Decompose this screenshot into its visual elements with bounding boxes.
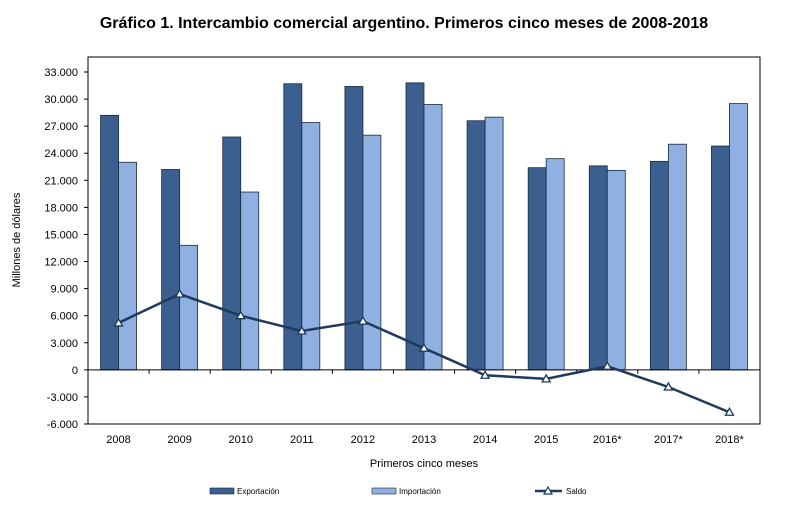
bar-importacion bbox=[179, 244, 199, 371]
saldo-point bbox=[663, 381, 674, 391]
y-tick-label: 12.000 bbox=[44, 257, 78, 269]
legend-item-importacion: Importación bbox=[371, 487, 441, 496]
y-tick-label: 0 bbox=[72, 365, 78, 377]
y-tick-label: 15.000 bbox=[44, 229, 78, 241]
saldo-point bbox=[724, 406, 735, 416]
x-tick-label: 2016* bbox=[593, 434, 622, 446]
y-tick-label: -3.000 bbox=[47, 392, 78, 404]
legend: Exportación Importación Saldo bbox=[209, 485, 587, 496]
x-tick-label: 2009 bbox=[167, 434, 191, 446]
bar-importacion bbox=[606, 169, 626, 371]
chart-title: Gráfico 1. Intercambio comercial argenti… bbox=[100, 15, 708, 32]
bar-importacion bbox=[362, 134, 382, 371]
y-tick-label: 27.000 bbox=[44, 121, 78, 133]
y-axis-label: Millones de dólares bbox=[11, 192, 23, 287]
x-axis-label: Primeros cinco meses bbox=[370, 458, 479, 470]
saldo-point bbox=[235, 310, 246, 320]
bar-exportacion bbox=[344, 86, 364, 371]
saldo-point bbox=[174, 288, 185, 298]
x-tick-label: 2017* bbox=[654, 434, 683, 446]
saldo-point bbox=[479, 369, 491, 379]
bar-exportacion bbox=[222, 136, 242, 371]
legend-item-exportacion: Exportación bbox=[209, 487, 279, 496]
y-tick-label: 21.000 bbox=[44, 175, 78, 187]
y-tick-label: 18.000 bbox=[44, 202, 78, 214]
y-axis: -6.000 -3.000 0 3.000 6.000 9.000 12.000 15.000… bbox=[44, 67, 88, 431]
bar-importacion bbox=[240, 191, 260, 371]
zero-line bbox=[88, 369, 760, 374]
legend-item-saldo: Saldo bbox=[535, 485, 587, 496]
bar-importacion bbox=[545, 158, 565, 371]
y-tick-label: 30.000 bbox=[44, 94, 78, 106]
bar-exportacion bbox=[649, 160, 669, 371]
bar-importacion bbox=[484, 116, 504, 371]
bar-exportacion bbox=[588, 165, 608, 371]
x-tick-label: 2013 bbox=[412, 434, 436, 446]
bar-importacion bbox=[118, 161, 137, 371]
x-tick-label: 2010 bbox=[228, 434, 252, 446]
x-tick-label: 2014 bbox=[473, 434, 497, 446]
legend-label-exportacion: Exportación bbox=[237, 487, 279, 496]
saldo-line bbox=[113, 288, 735, 416]
bar-exportacion bbox=[711, 145, 730, 371]
legend-swatch-importacion bbox=[371, 487, 397, 495]
saldo-point bbox=[113, 317, 124, 327]
bar-exportacion bbox=[100, 114, 119, 371]
saldo-point bbox=[602, 360, 613, 370]
x-tick-label: 2015 bbox=[534, 434, 558, 446]
bar-exportacion bbox=[466, 120, 486, 371]
x-axis: 2008 2009 2010 2011 2012 2013 2014 2015 2016* 201… bbox=[106, 434, 744, 446]
y-tick-label: -6.000 bbox=[47, 419, 78, 431]
y-tick-label: 3.000 bbox=[50, 338, 78, 350]
y-tick-label: 24.000 bbox=[44, 148, 78, 160]
x-tick-label: 2008 bbox=[106, 434, 130, 446]
saldo-point bbox=[418, 342, 430, 352]
x-tick-label: 2011 bbox=[290, 434, 314, 446]
legend-marker-saldo bbox=[542, 485, 554, 495]
saldo-point bbox=[357, 315, 369, 325]
bar-importacion bbox=[667, 143, 687, 371]
x-tick-label: 2018* bbox=[715, 434, 744, 446]
bars bbox=[100, 82, 748, 371]
saldo-point bbox=[541, 373, 552, 383]
legend-swatch-exportacion bbox=[209, 487, 235, 495]
x-tick-label: 2012 bbox=[351, 434, 375, 446]
y-tick-label: 33.000 bbox=[44, 67, 78, 79]
y-tick-label: 6.000 bbox=[50, 311, 78, 323]
legend-label-saldo: Saldo bbox=[566, 487, 587, 496]
y-tick-label: 9.000 bbox=[50, 284, 78, 296]
legend-label-importacion: Importación bbox=[399, 487, 441, 496]
plot-frame bbox=[87, 56, 761, 425]
saldo-point bbox=[296, 325, 307, 335]
bar-exportacion bbox=[405, 82, 425, 371]
bar-importacion bbox=[423, 104, 443, 371]
bar-exportacion bbox=[161, 169, 181, 371]
bar-exportacion bbox=[527, 167, 547, 371]
bar-importacion bbox=[729, 103, 748, 371]
